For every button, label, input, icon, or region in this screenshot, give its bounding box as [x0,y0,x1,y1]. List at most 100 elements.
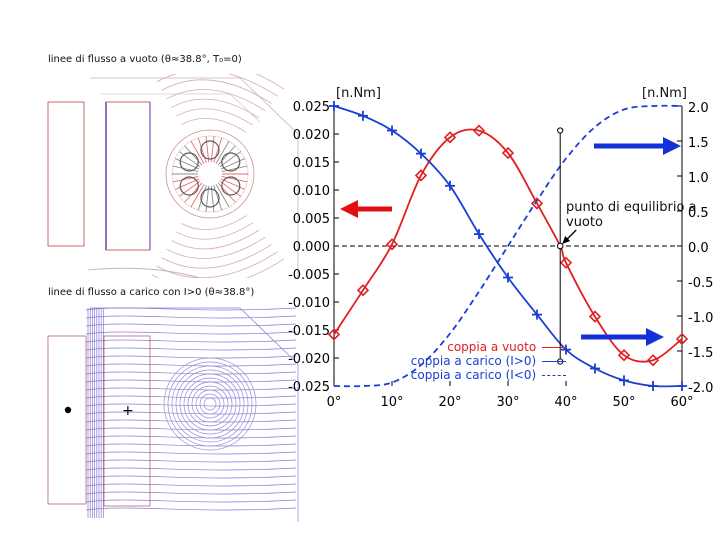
noload-rotor-flux [219,151,242,168]
arrow-right-blue-axis-bottom [581,328,664,346]
legend-item-noload: coppia a vuoto [396,340,566,354]
right-tick-label: 2.0 [688,101,709,116]
legend-label-load-neg: coppia a carico (I<0) [410,368,537,382]
load-flux-line [85,355,297,359]
load-rotor-contour [183,377,237,431]
right-tick-label: -0.5 [688,276,713,291]
noload-rotor-flux [197,137,207,163]
noload-rotor-pole [179,176,199,196]
load-rotor-contour [175,369,245,439]
load-flux-line [85,395,297,399]
right-tick-label: 1.0 [688,171,709,186]
marker-diamond [559,256,573,269]
noload-rotor-pole [221,176,241,196]
noload-rotor-flux [175,158,200,170]
noload-rotor-flux [220,158,245,170]
load-flux-line [85,443,297,447]
noload-rotor-flux [210,185,215,212]
noload-flux-arc [181,215,247,230]
noload-rotor-flux [205,185,210,212]
left-unit-label: [n.Nm] [336,86,381,101]
load-flux-line [85,387,297,391]
noload-rotor-flux [175,178,200,190]
noload-rotor-flux [172,176,199,183]
load-flux-line [85,411,297,415]
noload-rotor-flux [213,137,223,163]
load-flux-line [85,491,297,495]
arrow-left-red-axis [340,200,392,218]
right-tick-label: 0.0 [688,241,709,256]
load-flux-line [85,427,297,431]
noload-rotor-flux [217,182,236,203]
load-flux-line [85,459,297,463]
noload-rotor-flux [210,136,215,163]
noload-rotor-pole [221,152,241,172]
noload-rotor-flux [184,145,203,166]
load-flux-line [85,499,297,503]
noload-flux-arc [161,244,272,269]
right-tick-label: 1.5 [688,136,709,151]
noload-rotor-flux [221,165,248,172]
noload-rotor-flux [215,140,230,164]
noload-rotor-flux [217,145,236,166]
marker-diamond [327,328,341,341]
x-tick-label: 50° [612,395,635,410]
marker-diamond [675,332,689,346]
equilibrium-point [556,242,564,250]
load-flux-line [85,451,297,455]
legend-item-load-neg: coppia a carico (I<0) [396,368,566,382]
equilibrium-marker-top [557,127,564,134]
load-rotor-contour [167,361,253,447]
load-flux-line [85,323,297,327]
noload-flux-arc [151,258,285,278]
marker-diamond [646,354,660,367]
load-flux-caption: linee di flusso a carico con I>0 (θ≈38.8… [48,287,255,298]
load-rotor-contour [191,385,229,423]
legend-item-load-pos: coppia a carico (I>0) [396,354,566,368]
noload-rotor-flux [215,184,230,208]
load-flux-line [85,363,297,367]
noload-rotor-flux [172,165,199,172]
left-tick-label: -0.005 [288,268,330,283]
noload-rotor-flux [190,140,205,164]
marker-diamond [385,238,399,251]
marker-plus [329,101,339,111]
load-flux-line [85,339,297,343]
marker-plus [590,363,600,374]
right-unit-label: [n.Nm] [642,86,687,101]
noload-rotor-flux [213,185,223,211]
marker-diamond [414,169,428,182]
x-tick-label: 20° [438,395,461,410]
noload-rotor-flux [205,136,210,163]
load-flux-plot: + [40,304,302,522]
noload-rotor-pole [200,188,220,208]
load-rotor-contour [199,393,221,415]
load-rotor-contour [171,365,249,443]
noload-flux-arc [176,222,253,240]
x-tick-label: 30° [496,395,519,410]
left-tick-label: -0.025 [288,380,330,395]
noload-flux-arc [181,118,247,133]
marker-diamond [356,284,370,297]
right-tick-label: -1.5 [688,346,713,361]
load-flux-line [85,419,297,423]
noload-flux-arc [171,229,260,250]
equilibrium-label: punto di equilibrio a vuoto [566,200,697,230]
noload-flux-arc [166,89,266,112]
noload-flux-arc [171,98,260,119]
left-tick-label: 0.000 [293,240,330,255]
left-tick-label: 0.025 [293,100,330,115]
x-tick-label: 10° [380,395,403,410]
noload-rotor-flux [190,184,205,208]
marker-plus [474,229,484,240]
x-tick-label: 40° [554,395,577,410]
load-flux-line [85,379,297,383]
noload-rotor-flux [221,176,248,183]
noload-rotor-flux [178,151,201,168]
load-flux-line [85,483,297,487]
marker-plus [619,375,629,386]
noload-rotor-flux [178,180,201,197]
noload-rotor-flux [184,182,203,203]
